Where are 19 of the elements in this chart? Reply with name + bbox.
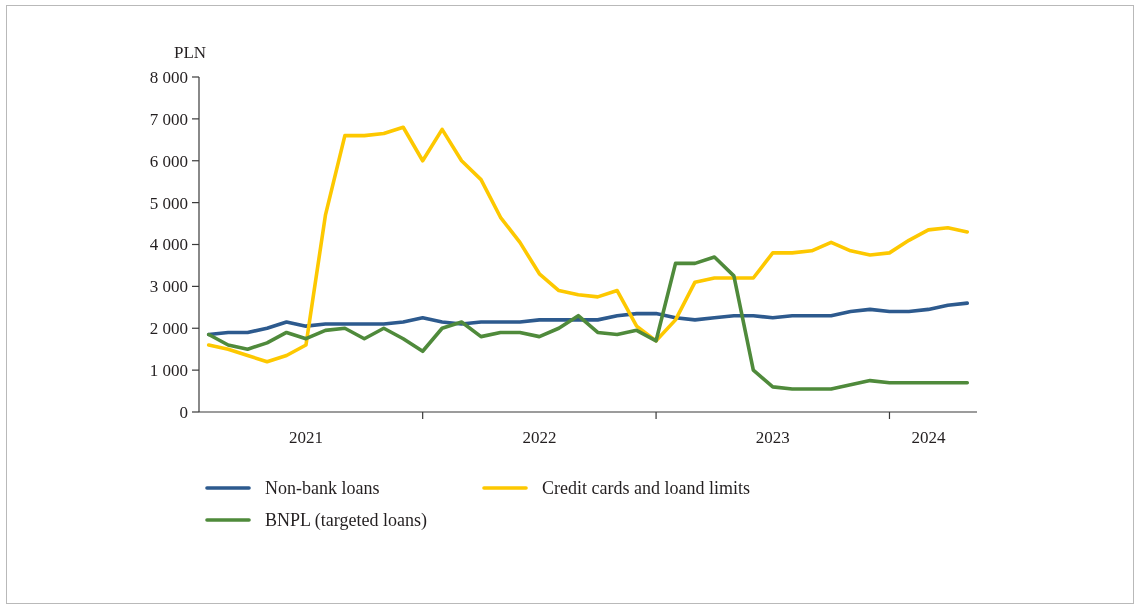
y-tick-label: 0	[179, 402, 188, 422]
legend-label: BNPL (targeted loans)	[265, 510, 427, 532]
line-series	[206, 255, 970, 391]
y-tick-label: 1 000	[149, 361, 188, 381]
y-tick-label: 7 000	[149, 109, 188, 129]
x-tick-label: 2024	[911, 427, 946, 447]
y-tick-label: 3 000	[149, 277, 188, 297]
y-tick-label: 5 000	[149, 193, 188, 213]
x-tick-label: 2022	[522, 427, 557, 447]
x-tick-label: 2021	[288, 427, 323, 447]
legend-label: Non-bank loans	[265, 478, 380, 499]
line-series	[206, 125, 970, 364]
y-axis-title: PLN	[174, 43, 207, 62]
y-tick-label: 6 000	[149, 151, 188, 171]
y-tick-label: 4 000	[149, 235, 188, 255]
y-tick-label: 8 000	[149, 67, 188, 87]
x-tick-label: 2023	[755, 427, 790, 447]
legend-label: Credit cards and loand limits	[542, 478, 750, 499]
y-tick-label: 2 000	[149, 319, 188, 339]
